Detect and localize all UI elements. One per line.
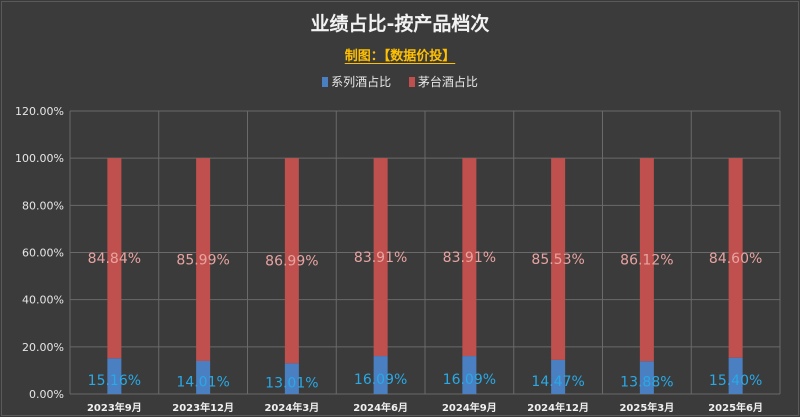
y-tick-label: 40.00% — [22, 294, 64, 307]
y-tick-label: 20.00% — [22, 341, 64, 354]
data-label-series-1: 84.84% — [88, 251, 141, 267]
data-label-series-1: 83.91% — [443, 250, 496, 266]
x-tick-label: 2023年9月 — [87, 401, 142, 414]
data-label-series-0: 14.01% — [176, 374, 229, 390]
x-tick-label: 2024年3月 — [264, 401, 319, 414]
legend-swatch-series-1 — [408, 76, 415, 87]
data-label-series-0: 16.09% — [354, 372, 407, 388]
bar-series-1 — [196, 158, 211, 361]
bar-series-0 — [462, 356, 477, 394]
bar-series-0 — [196, 360, 211, 394]
bar-series-1 — [728, 158, 743, 358]
x-tick-label: 2025年3月 — [619, 401, 674, 414]
data-label-series-0: 15.40% — [709, 373, 762, 389]
chart-subtitle: 制图：【数据价投】 — [344, 49, 456, 64]
legend-label-series-0: 系列酒占比 — [331, 75, 392, 89]
legend-item-series-1: 茅台酒占比 — [408, 73, 478, 90]
bar-series-0 — [284, 363, 299, 394]
y-tick-label: 60.00% — [22, 247, 64, 260]
data-label-series-1: 86.99% — [265, 254, 318, 270]
x-tick-label: 2024年9月 — [442, 401, 497, 414]
data-label-series-0: 13.88% — [620, 375, 673, 391]
data-label-series-0: 14.47% — [531, 374, 584, 390]
legend-label-series-1: 茅台酒占比 — [417, 75, 478, 89]
bar-series-1 — [284, 158, 299, 364]
bar-series-0 — [373, 356, 388, 394]
bar-series-0 — [107, 358, 122, 394]
y-tick-label: 120.00% — [15, 105, 64, 118]
x-tick-label: 2024年12月 — [527, 401, 589, 414]
data-label-series-0: 16.09% — [443, 372, 496, 388]
bar-series-0 — [728, 357, 743, 394]
data-label-series-1: 84.60% — [709, 251, 762, 267]
chart-legend: 系列酒占比 茅台酒占比 — [0, 73, 800, 90]
y-tick-label: 100.00% — [15, 152, 64, 165]
chart-title: 业绩占比-按产品档次 — [310, 13, 490, 35]
x-tick-label: 2023年12月 — [172, 401, 234, 414]
bar-series-0 — [551, 359, 566, 394]
bar-series-0 — [639, 361, 654, 394]
bar-series-1 — [462, 158, 477, 357]
x-tick-label: 2024年6月 — [353, 401, 408, 414]
y-tick-label: 80.00% — [22, 199, 64, 212]
bar-series-1 — [551, 158, 566, 360]
legend-swatch-series-0 — [322, 76, 329, 87]
data-label-series-1: 85.99% — [176, 253, 229, 269]
data-label-series-0: 15.16% — [88, 373, 141, 389]
data-label-series-0: 13.01% — [265, 376, 318, 392]
data-label-series-1: 83.91% — [354, 250, 407, 266]
bar-series-1 — [107, 158, 122, 359]
data-label-series-1: 86.12% — [620, 253, 673, 269]
x-tick-label: 2025年6月 — [708, 401, 763, 414]
y-tick-label: 0.00% — [29, 388, 64, 401]
chart-subtitle-wrap: 制图：【数据价投】 — [0, 45, 800, 64]
bar-series-1 — [373, 158, 388, 357]
legend-item-series-0: 系列酒占比 — [322, 73, 391, 90]
data-label-series-1: 85.53% — [531, 252, 584, 268]
bar-series-1 — [639, 158, 654, 362]
